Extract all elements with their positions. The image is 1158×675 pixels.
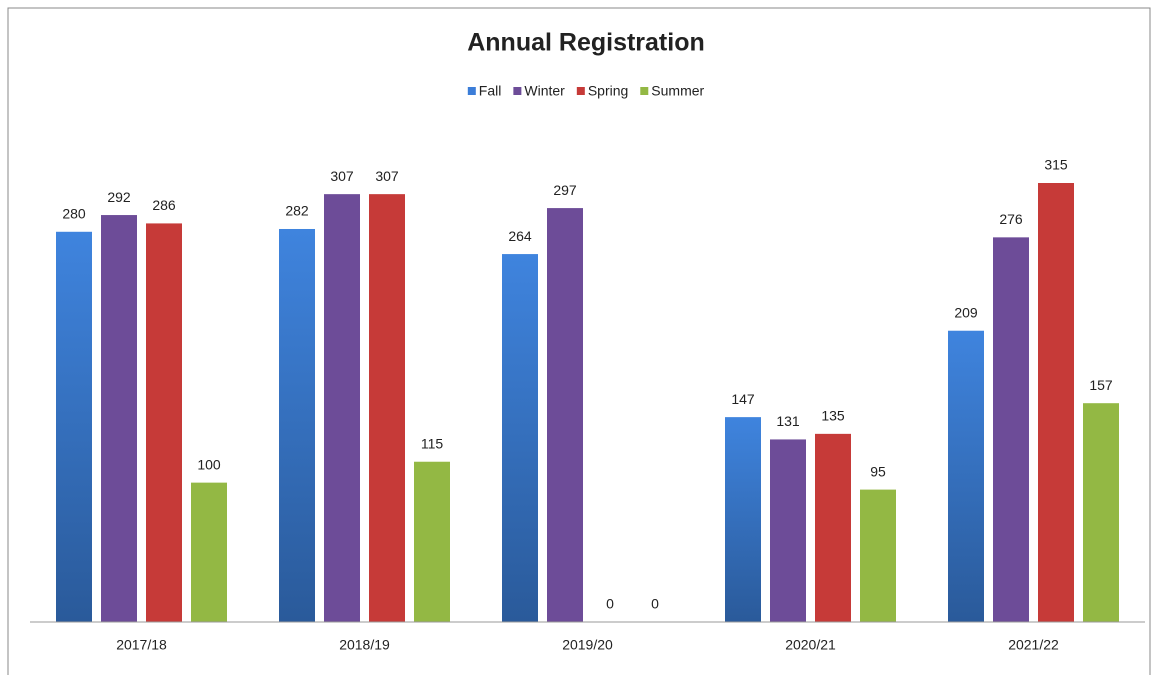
data-label: 315: [1044, 157, 1068, 173]
bar: [948, 330, 984, 622]
data-label: 157: [1089, 377, 1113, 393]
data-label: 100: [197, 456, 221, 472]
data-label: 307: [330, 168, 354, 184]
legend: Fall Winter Spring Summer: [467, 83, 705, 99]
bar: [191, 482, 227, 622]
data-label: 115: [421, 435, 444, 451]
data-label: 282: [285, 203, 309, 219]
data-label: 307: [375, 168, 399, 184]
legend-swatch: [467, 87, 476, 95]
data-label: 0: [651, 596, 659, 612]
x-tick-label: 2020/21: [785, 637, 836, 653]
legend-label: Winter: [524, 83, 565, 99]
frame: [7, 7, 1151, 675]
bar: [770, 439, 806, 622]
legend-label: Spring: [588, 83, 628, 99]
data-label: 286: [152, 197, 176, 213]
bar: [279, 228, 315, 622]
bar: [1083, 403, 1119, 622]
data-label: 280: [62, 205, 86, 221]
bar: [1038, 183, 1074, 622]
bar: [414, 461, 450, 622]
data-label: 147: [731, 391, 755, 407]
bar: [547, 208, 583, 623]
chart-title: Annual Registration: [467, 29, 705, 57]
data-label: 95: [870, 463, 886, 479]
legend-label: Summer: [651, 83, 704, 99]
legend-label: Fall: [479, 83, 502, 99]
bar: [993, 237, 1029, 622]
bar: [56, 231, 92, 622]
bar: [324, 194, 360, 622]
legend-swatch: [513, 87, 522, 95]
legend-swatch: [576, 87, 585, 95]
x-tick-label: 2018/19: [339, 637, 390, 653]
data-label: 131: [776, 413, 800, 429]
data-label: 209: [954, 304, 978, 320]
data-label: 135: [821, 408, 845, 424]
bar: [502, 254, 538, 623]
legend-swatch: [640, 87, 649, 95]
bar: [815, 433, 851, 622]
bar: [101, 215, 137, 623]
data-label: 297: [553, 182, 577, 198]
data-label: 0: [606, 596, 614, 612]
bar: [146, 223, 182, 622]
bar: [725, 417, 761, 622]
data-label: 292: [107, 189, 131, 205]
bar: [369, 194, 405, 622]
x-tick-label: 2021/22: [1008, 637, 1059, 653]
data-label: 264: [508, 228, 532, 244]
x-tick-label: 2017/18: [116, 637, 167, 653]
data-label: 276: [999, 211, 1023, 227]
bar: [860, 489, 896, 622]
x-tick-label: 2019/20: [562, 637, 613, 653]
